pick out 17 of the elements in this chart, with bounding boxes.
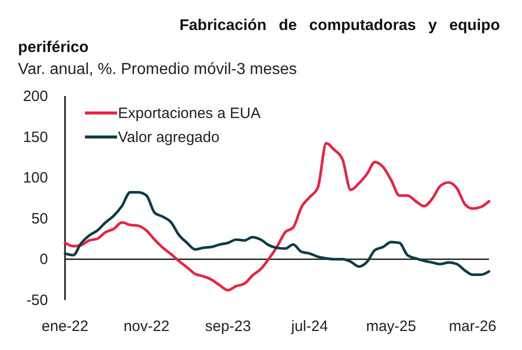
x-tick-label: ene-22 xyxy=(42,318,88,335)
x-tick-label: sep-23 xyxy=(205,318,251,335)
x-tick-label: nov-22 xyxy=(124,318,170,335)
y-tick-label: 0 xyxy=(40,251,48,268)
y-tick-label: -50 xyxy=(26,292,48,309)
x-tick-label: may-25 xyxy=(366,318,416,335)
chart-subtitle: Var. anual, %. Promedio móvil-3 meses xyxy=(18,61,297,78)
y-tick-label: 100 xyxy=(22,170,48,187)
line-series xyxy=(64,190,490,276)
y-tick-label: 150 xyxy=(22,128,48,146)
legend-label: Valor agregado xyxy=(118,129,220,146)
y-tick-label: 200 xyxy=(22,88,48,105)
x-tick-label: mar-26 xyxy=(448,318,496,335)
y-tick-label: 50 xyxy=(31,210,48,228)
legend-label: Exportaciones a EUA xyxy=(118,105,261,122)
x-tick-label: jul-24 xyxy=(290,318,328,335)
chart-title: Fabricación de computadoras y equipo periférico xyxy=(18,17,500,56)
